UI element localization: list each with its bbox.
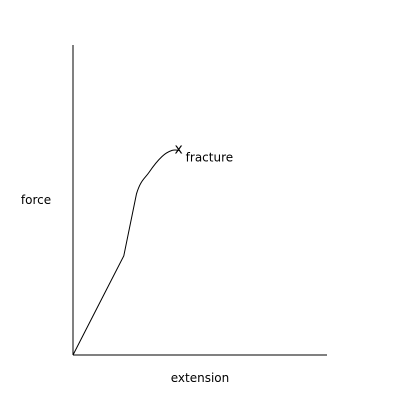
fracture-marker: x [175,141,183,157]
y-axis-label: force [21,193,51,207]
fracture-label: fracture [186,150,233,164]
force-extension-curve [72,149,180,356]
x-axis-label: extension [171,371,230,385]
